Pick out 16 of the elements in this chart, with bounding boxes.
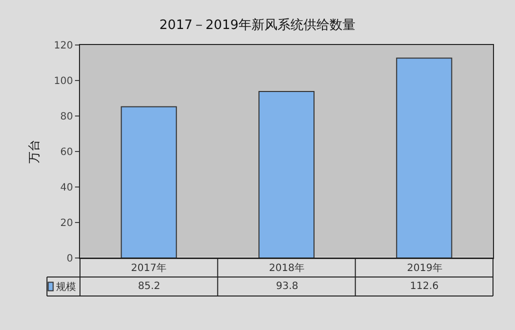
y-tick-label: 60 (60, 147, 73, 158)
chart-title: 2017－2019年新风系统供给数量 (159, 18, 356, 33)
y-tick-label: 100 (54, 76, 73, 87)
y-tick-label: 120 (54, 40, 73, 52)
legend-label: 规模 (56, 281, 76, 293)
data-label: 112.6 (410, 281, 439, 292)
y-tick-label: 80 (60, 112, 73, 122)
y-tick-label: 0 (66, 254, 73, 264)
y-tick-label: 40 (60, 182, 73, 194)
x-tick-label: 2017年 (131, 262, 166, 274)
y-tick-label: 20 (60, 218, 73, 229)
x-tick-label: 2018年 (269, 262, 304, 274)
data-label: 93.8 (276, 281, 298, 292)
y-axis-title: 万台 (27, 140, 42, 164)
data-label: 85.2 (138, 281, 160, 292)
x-tick-label: 2019年 (407, 262, 442, 274)
